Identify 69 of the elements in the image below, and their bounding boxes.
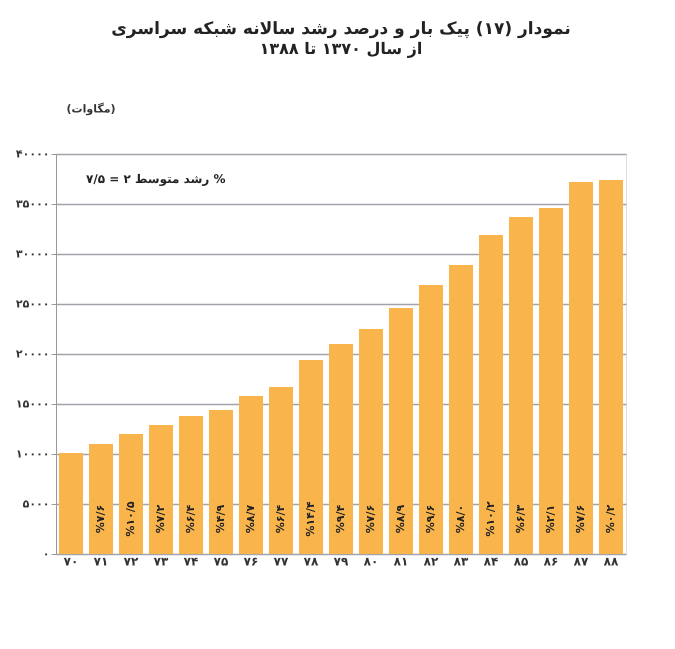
chart-subtitle: از سال ۱۳۷۰ تا ۱۳۸۸ — [260, 39, 422, 58]
bar — [329, 344, 353, 554]
x-tick-label: ۷۹ — [334, 554, 349, 568]
annotation: %۰/۲ — [604, 504, 617, 534]
x-tick-label: ۸۳ — [454, 554, 469, 568]
x-tick-label: ۸۲ — [424, 554, 439, 568]
annotation: %۱۰/۲ — [484, 501, 497, 537]
x-tick-label: ۷۰ — [64, 554, 78, 568]
bar — [509, 217, 533, 554]
annotation: %۸/۷ — [244, 504, 257, 534]
annotation: %۸/۹ — [394, 504, 407, 534]
x-tick-label: ۸۱ — [394, 554, 408, 568]
annotation: %۴/۹ — [214, 504, 227, 534]
annotation: %۷/۲ — [154, 504, 167, 534]
bar — [569, 182, 593, 554]
bar — [269, 387, 293, 554]
y-axis-title: (مگاوات) — [66, 102, 116, 116]
bar — [449, 265, 473, 554]
x-tick-label: ۷۱ — [94, 554, 108, 568]
annotation: %۲/۱ — [544, 504, 557, 534]
y-tick-label: ۴۰۰۰۰ — [16, 148, 50, 160]
y-tick-label: ۰ — [42, 548, 50, 560]
bar — [119, 434, 143, 554]
annotation: %۷/۶ — [574, 504, 587, 534]
y-tick-label: ۳۰۰۰۰ — [16, 248, 50, 260]
x-tick-label: ۸۸ — [604, 554, 619, 568]
bar — [209, 410, 233, 554]
annotation: %۷/۶ — [364, 504, 377, 534]
x-tick-label: ۷۶ — [244, 554, 258, 568]
bar — [239, 396, 263, 554]
bar — [299, 360, 323, 554]
x-tick-label: ۷۳ — [154, 554, 169, 568]
x-tick-label: ۷۲ — [124, 554, 139, 568]
y-tick-label: ۲۵۰۰۰ — [16, 298, 50, 310]
y-tick-label: ۱۵۰۰۰ — [16, 398, 50, 410]
bar — [389, 308, 413, 554]
y-tick-label: ۵۰۰۰ — [22, 498, 50, 510]
annotation: %۸/۰ — [454, 504, 467, 534]
chart-title: نمودار (۱۷) پیک بار و درصد رشد سالانه شبکه سراسری — [111, 19, 571, 39]
annotation: %۹/۴ — [334, 504, 347, 534]
annotation: رشد متوسط ۲ = ۷/۵ % — [86, 172, 226, 186]
bar — [599, 180, 623, 554]
x-tick-label: ۷۷ — [274, 554, 289, 568]
bar — [179, 416, 203, 554]
x-tick-label: ۸۷ — [574, 554, 589, 568]
x-tick-label: ۸۵ — [514, 554, 528, 568]
y-tick-label: ۳۵۰۰۰ — [16, 198, 50, 210]
bar — [539, 208, 563, 554]
x-tick-label: ۷۸ — [304, 554, 319, 568]
x-tick-label: ۷۵ — [214, 554, 228, 568]
bar — [419, 285, 443, 554]
annotation: %۶/۴ — [184, 504, 197, 534]
bar — [359, 329, 383, 554]
bar — [149, 425, 173, 554]
bar — [59, 453, 83, 554]
y-tick-label: ۱۰۰۰۰ — [16, 448, 50, 460]
x-tick-label: ۸۶ — [544, 554, 558, 568]
annotation: %۶/۴ — [274, 504, 287, 534]
annotation: %۶/۳ — [514, 504, 527, 534]
bar — [89, 444, 113, 554]
bar — [479, 235, 503, 554]
x-tick-label: ۷۴ — [184, 554, 198, 568]
y-tick-label: ۲۰۰۰۰ — [16, 348, 50, 360]
annotation: %۷/۶ — [94, 504, 107, 534]
x-tick-label: ۸۴ — [484, 554, 498, 568]
annotation: %۹/۶ — [424, 504, 437, 534]
annotation: %۱۴/۴ — [304, 501, 317, 537]
x-tick-label: ۸۰ — [364, 554, 378, 568]
annotation: %۱۰/۵ — [124, 501, 137, 537]
